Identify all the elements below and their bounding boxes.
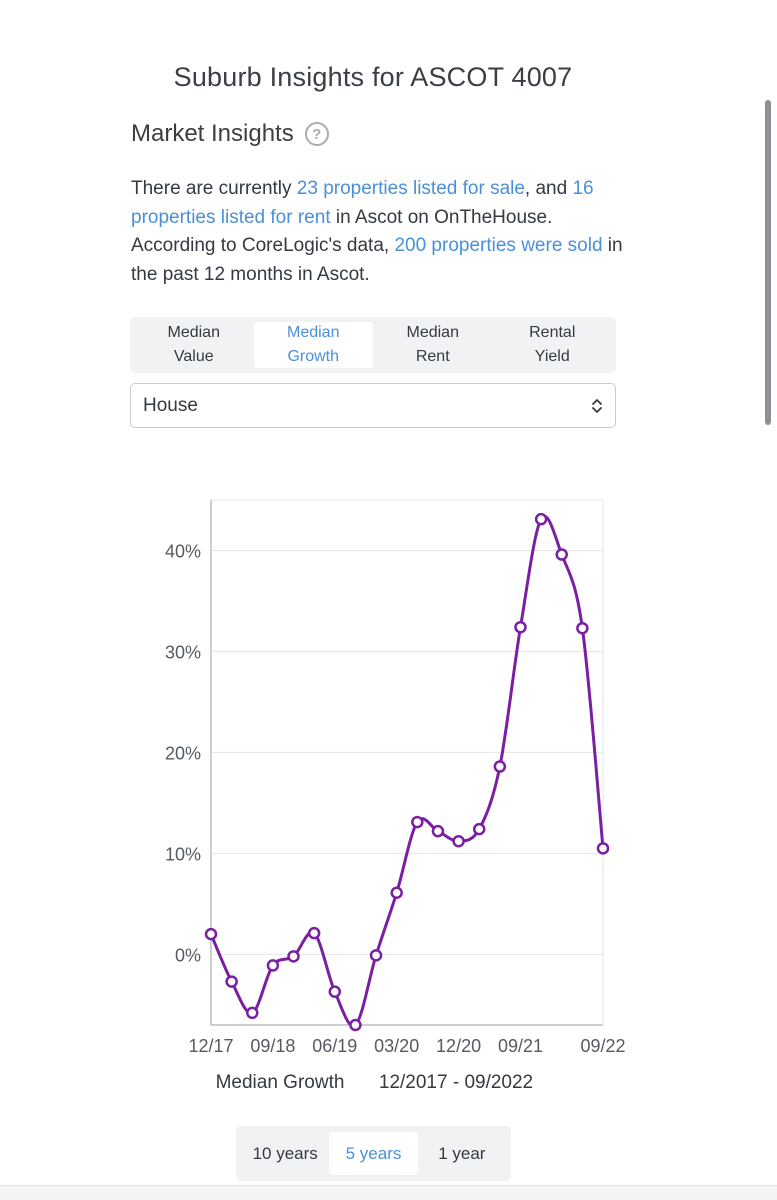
series-line (209, 514, 605, 1028)
x-tick-label: 06/19 (312, 1036, 357, 1056)
x-tick-label: 09/22 (580, 1036, 625, 1056)
tab-label-line1: Median (287, 324, 340, 341)
tab-label-line1: Median (406, 324, 459, 341)
intro-text-1: There are currently (131, 178, 297, 199)
data-point (534, 512, 548, 526)
property-type-value: House (143, 394, 198, 416)
intro-paragraph: There are currently 23 properties listed… (131, 175, 626, 289)
bottom-edge (0, 1185, 777, 1200)
tab-label-line1: Rental (529, 324, 576, 341)
x-axis-range-label: 12/2017 - 09/2022 (379, 1072, 533, 1093)
data-point (555, 548, 568, 561)
data-point (596, 842, 610, 855)
properties-sold-link[interactable]: 200 properties were sold (394, 235, 603, 256)
x-tick-label: 03/20 (374, 1036, 419, 1056)
x-tick-label: 09/21 (498, 1036, 543, 1056)
question-circle-icon[interactable]: ? (304, 122, 329, 146)
data-point (204, 927, 218, 941)
scrollbar[interactable] (765, 100, 771, 425)
data-point (328, 985, 342, 998)
metric-tabs: Median Value Median Growth Median Rent Rent… (130, 317, 616, 373)
y-tick-label: 0% (175, 945, 201, 965)
x-tick-label: 12/17 (188, 1036, 233, 1056)
tab-median-rent[interactable]: Median Rent (373, 322, 493, 368)
y-tick-label: 30% (165, 642, 201, 662)
x-tick-label: 12/20 (436, 1036, 481, 1056)
y-tick-label: 20% (165, 743, 201, 763)
tab-label-line1: Median (167, 324, 220, 341)
tab-median-growth[interactable]: Median Growth (253, 322, 373, 368)
tab-label-line2: Yield (534, 348, 570, 365)
data-point (246, 1006, 259, 1020)
data-point (266, 959, 280, 972)
tab-label-line2: Rent (415, 348, 450, 365)
x-tick-label: 09/18 (250, 1036, 295, 1056)
intro-text-3: in Ascot on OnTheHouse. According to Cor… (131, 206, 553, 257)
x-axis-label: Median Growth (216, 1072, 345, 1093)
data-point (287, 950, 300, 963)
y-tick-label: 10% (165, 844, 201, 864)
listed-for-sale-link[interactable]: 23 properties listed for sale (296, 178, 525, 199)
data-point (576, 621, 589, 635)
data-point (452, 835, 465, 848)
data-point (225, 975, 238, 988)
section-title-text: Market Insights (131, 120, 294, 147)
data-point (431, 824, 445, 838)
intro-text-2: , and (524, 178, 573, 199)
period-selector: 10 years 5 years 1 year (236, 1126, 511, 1181)
section-title: Market Insights ? (131, 120, 329, 148)
intro-text-4: in the past 12 months in Ascot. (131, 235, 623, 285)
data-point (514, 620, 527, 634)
median-growth-chart: 0% 10% 20% 30% 40% 12/17 09/18 06/19 03/20 12/20 0… (165, 499, 626, 1093)
period-5-years-button[interactable]: 5 years (329, 1132, 418, 1175)
property-type-select[interactable]: House (130, 383, 616, 428)
data-point (411, 815, 424, 829)
y-tick-label: 40% (165, 541, 201, 561)
updown-chevron-icon (592, 398, 602, 413)
data-point (493, 760, 507, 773)
data-point (390, 886, 403, 899)
tab-label-line2: Value (173, 348, 214, 365)
data-point (369, 949, 383, 962)
tab-rental-yield[interactable]: Rental Yield (493, 322, 613, 368)
data-point (472, 822, 486, 836)
tab-median-value[interactable]: Median Value (134, 322, 254, 368)
period-1-year-button[interactable]: 1 year (438, 1143, 486, 1163)
data-point (307, 926, 321, 940)
page-title: Suburb Insights for ASCOT 4007 (173, 62, 573, 92)
data-point (349, 1018, 362, 1032)
tab-label-line2: Growth (287, 348, 340, 365)
listed-for-rent-link[interactable]: 16 properties listed for rent (131, 178, 594, 228)
period-10-years-button[interactable]: 10 years (252, 1143, 318, 1163)
